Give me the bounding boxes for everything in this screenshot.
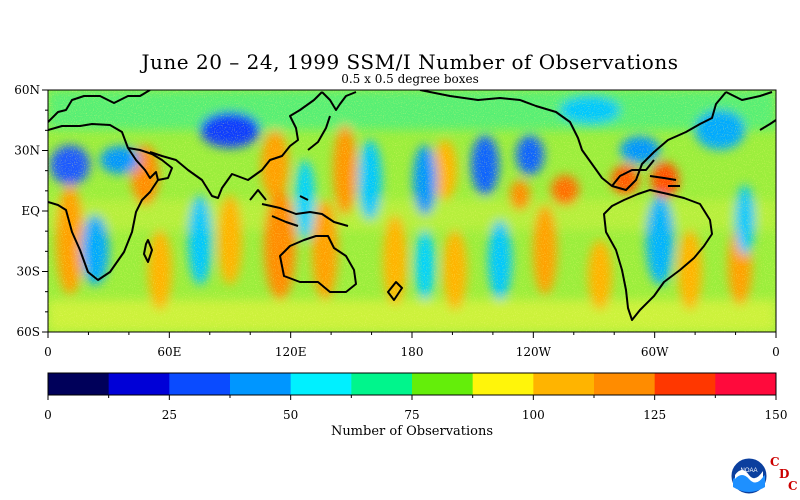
greenland-coast (725, 91, 773, 101)
colorbar-swatch (351, 373, 413, 395)
observation-field (48, 90, 776, 332)
colorbar-tick-label: 0 (44, 408, 52, 422)
cdc-letter-3: C (788, 479, 798, 493)
lat-tick-label: EQ (21, 204, 40, 218)
cdc-letter-1: C (770, 455, 780, 469)
africa-coast (48, 123, 159, 281)
kamchatka-coast (321, 91, 357, 111)
madagascar-coast (143, 239, 153, 263)
lon-tick-label: 0 (772, 345, 780, 359)
iceland-coast (759, 119, 776, 131)
colorbar-tick-label: 50 (283, 408, 298, 422)
colorbar-tick-label: 25 (162, 408, 177, 422)
arabia-coast (127, 147, 173, 181)
cdc-letter-2: D (779, 467, 790, 481)
south-america-coast (603, 189, 713, 321)
colorbar-swatch (169, 373, 231, 395)
lon-tick-label: 60E (157, 345, 181, 359)
lon-tick-label: 120W (516, 345, 552, 359)
colorbar-swatch (654, 373, 716, 395)
australia-coast (279, 235, 357, 293)
field-noise (48, 90, 776, 332)
colorbar-tick-label: 150 (765, 408, 788, 422)
figure-title: June 20 – 24, 1999 SSM/I Number of Obser… (141, 50, 679, 74)
colorbar-swatch (594, 373, 656, 395)
colorbar-swatch (48, 373, 110, 395)
japan-coast (307, 115, 331, 151)
noaa-logo: NOAA (730, 457, 768, 495)
colorbar-swatch (533, 373, 595, 395)
colorbar-swatch (290, 373, 352, 395)
lat-tick-label: 30N (14, 144, 40, 158)
colorbar-swatch (412, 373, 474, 395)
colorbar-swatch (108, 373, 170, 395)
colorbar: 0 25 50 75 100 125 150 (44, 372, 788, 422)
colorbar-swatch (472, 373, 534, 395)
colorbar-tick-label: 100 (522, 408, 545, 422)
lon-tick-label: 60W (641, 345, 669, 359)
coastlines (48, 90, 776, 321)
noaa-logo-text: NOAA (740, 468, 757, 474)
colorbar-label: Number of Observations (330, 424, 494, 439)
colorbar-swatch (715, 373, 777, 395)
lon-tick-label: 0 (44, 345, 52, 359)
lat-tick-label: 60N (14, 83, 40, 97)
lon-tick-label: 180 (401, 345, 424, 359)
north-america-coast (419, 90, 727, 191)
colorbar-swatch (230, 373, 292, 395)
maritime-islands (249, 189, 349, 227)
gulf-coast (611, 159, 655, 187)
latitude-axis: 60N 30N EQ 30S 60S (14, 83, 48, 339)
lat-tick-label: 30S (17, 265, 41, 279)
lon-tick-label: 120E (275, 345, 307, 359)
caribbean-islands (649, 175, 680, 187)
cdc-logo: C D C (770, 455, 800, 497)
europe-asia-coast (48, 90, 323, 199)
figure-subtitle: 0.5 x 0.5 degree boxes (341, 72, 479, 86)
nz-coast (387, 281, 403, 301)
colorbar-tick-label: 125 (643, 408, 666, 422)
colorbar-tick-label: 75 (404, 408, 419, 422)
lat-tick-label: 60S (17, 325, 41, 339)
longitude-axis: 0 60E 120E 180 120W 60W 0 (44, 332, 780, 359)
